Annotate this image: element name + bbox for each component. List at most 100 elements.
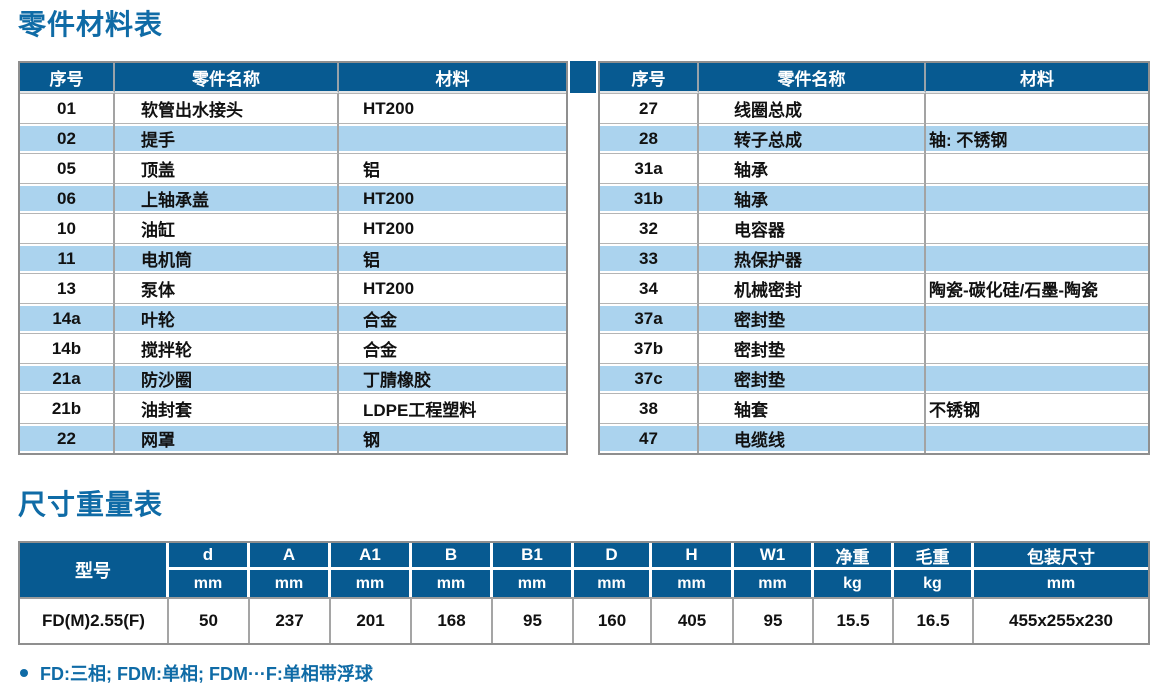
part-no-cell: 38 [600, 393, 699, 423]
part-name-cell: 油缸 [115, 213, 339, 243]
part-no-cell: 37b [600, 333, 699, 363]
parts-table-left: 序号 零件名称 材料 01 软管出水接头 HT200 02 提手 05 顶盖铝 06 上轴承盖 H… [18, 61, 568, 455]
part-no-cell: 13 [20, 273, 115, 303]
dims-value-cell: 15.5 [814, 597, 894, 643]
part-material-cell: 不锈钢 [926, 393, 1148, 423]
part-name-cell: 搅拌轮 [115, 333, 339, 363]
dims-value-cell: 95 [493, 597, 574, 643]
part-no-cell: 31b [600, 183, 699, 213]
col-header-name: 零件名称 [115, 63, 339, 93]
part-material-cell: 陶瓷-碳化硅/石墨-陶瓷 [926, 273, 1148, 303]
part-name-cell: 密封垫 [699, 333, 926, 363]
part-no-cell: 47 [600, 423, 699, 453]
part-no-cell: 11 [20, 243, 115, 273]
part-no-cell: 01 [20, 93, 115, 123]
dims-value-cell: 168 [412, 597, 493, 643]
part-no-cell: 28 [600, 123, 699, 153]
part-name-cell: 电容器 [699, 213, 926, 243]
part-no-cell: 33 [600, 243, 699, 273]
part-name-cell: 轴承 [699, 153, 926, 183]
dims-col-header: 毛重 [894, 543, 974, 570]
dims-section-title: 尺寸重量表 [18, 489, 164, 520]
part-name-cell: 轴套 [699, 393, 926, 423]
bullet-icon [20, 669, 28, 677]
spacer-header-cell [568, 61, 598, 93]
part-material-cell [926, 333, 1148, 363]
part-name-cell: 叶轮 [115, 303, 339, 333]
dims-col-header: D [574, 543, 652, 570]
parts-material-tables: 序号 零件名称 材料 01 软管出水接头 HT200 02 提手 05 顶盖铝 06 上轴承盖 H… [18, 61, 1150, 455]
footnote: FD:三相; FDM:单相; FDM···F:单相带浮球 [18, 660, 1150, 686]
dims-model-cell: FD(M)2.55(F) [20, 597, 169, 643]
part-name-cell: 提手 [115, 123, 339, 153]
part-name-cell: 网罩 [115, 423, 339, 453]
dims-value-cell: 405 [652, 597, 734, 643]
part-material-cell [926, 213, 1148, 243]
part-no-cell: 06 [20, 183, 115, 213]
part-name-cell: 线圈总成 [699, 93, 926, 123]
dims-col-header: H [652, 543, 734, 570]
part-material-cell: 合金 [339, 333, 566, 363]
part-name-cell: 顶盖 [115, 153, 339, 183]
part-material-cell [926, 183, 1148, 213]
dims-col-header: 包装尺寸 [974, 543, 1148, 570]
part-name-cell: 机械密封 [699, 273, 926, 303]
dims-col-header: d [169, 543, 250, 570]
part-name-cell: 泵体 [115, 273, 339, 303]
part-name-cell: 电机筒 [115, 243, 339, 273]
dims-col-unit: mm [652, 570, 734, 597]
parts-section-title: 零件材料表 [18, 9, 164, 40]
spacer-body [568, 93, 598, 455]
dims-col-header: 净重 [814, 543, 894, 570]
dims-col-unit: mm [169, 570, 250, 597]
dims-col-unit: mm [250, 570, 331, 597]
part-no-cell: 32 [600, 213, 699, 243]
part-no-cell: 31a [600, 153, 699, 183]
part-name-cell: 热保护器 [699, 243, 926, 273]
part-name-cell: 防沙圈 [115, 363, 339, 393]
part-material-cell: HT200 [339, 273, 566, 303]
dims-col-unit: kg [814, 570, 894, 597]
parts-table-right: 序号 零件名称 材料 27 线圈总成 28 转子总成 轴: 不锈钢 31a 轴承 31b 轴承 3… [598, 61, 1150, 455]
part-material-cell: 丁腈橡胶 [339, 363, 566, 393]
part-material-cell [339, 123, 566, 153]
part-name-cell: 电缆线 [699, 423, 926, 453]
part-no-cell: 34 [600, 273, 699, 303]
dims-col-header: A [250, 543, 331, 570]
col-header-model: 型号 [20, 543, 169, 597]
dims-col-unit: mm [331, 570, 412, 597]
part-material-cell [926, 423, 1148, 453]
part-no-cell: 22 [20, 423, 115, 453]
part-name-cell: 上轴承盖 [115, 183, 339, 213]
part-material-cell: 钢 [339, 423, 566, 453]
part-no-cell: 21b [20, 393, 115, 423]
part-material-cell [926, 243, 1148, 273]
part-material-cell [926, 303, 1148, 333]
part-material-cell: HT200 [339, 93, 566, 123]
dims-value-cell: 160 [574, 597, 652, 643]
part-material-cell: 铝 [339, 243, 566, 273]
part-no-cell: 02 [20, 123, 115, 153]
col-header-name: 零件名称 [699, 63, 926, 93]
dims-col-unit: kg [894, 570, 974, 597]
part-material-cell [926, 363, 1148, 393]
dims-value-cell: 95 [734, 597, 814, 643]
part-material-cell: HT200 [339, 183, 566, 213]
part-name-cell: 轴承 [699, 183, 926, 213]
part-no-cell: 27 [600, 93, 699, 123]
dims-value-cell: 16.5 [894, 597, 974, 643]
part-no-cell: 14b [20, 333, 115, 363]
spacer-column [568, 61, 598, 455]
dims-col-unit: mm [974, 570, 1148, 597]
part-no-cell: 10 [20, 213, 115, 243]
part-no-cell: 14a [20, 303, 115, 333]
dimensions-weight-table: 型号 d A A1 B B1 D H W1 净重 毛重 包装尺寸 mm mm mm mm mm mm mm mm kg… [18, 541, 1150, 645]
part-no-cell: 21a [20, 363, 115, 393]
dims-col-header: B [412, 543, 493, 570]
footnote-text: FD:三相; FDM:单相; FDM···F:单相带浮球 [40, 664, 373, 684]
dims-value-cell: 201 [331, 597, 412, 643]
part-material-cell: LDPE工程塑料 [339, 393, 566, 423]
part-material-cell: 合金 [339, 303, 566, 333]
dims-value-cell: 50 [169, 597, 250, 643]
part-material-cell: 铝 [339, 153, 566, 183]
